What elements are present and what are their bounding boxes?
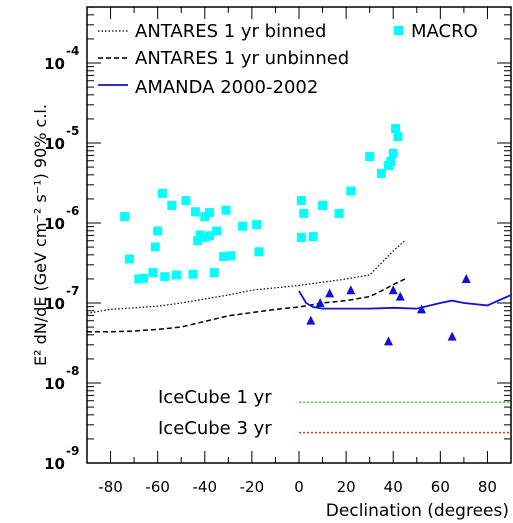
x-tick-labels: -80 -60 -40 -20 0 20 40 60 80 xyxy=(98,478,497,496)
macro-point xyxy=(388,148,398,158)
series-line-1 xyxy=(87,278,406,333)
macro-point xyxy=(376,168,386,178)
macro-point xyxy=(134,274,144,284)
y-tick-label-base: 10 xyxy=(44,455,65,473)
legend-label-macro: MACRO xyxy=(411,21,478,42)
y-tick-label-exp: -8 xyxy=(66,364,79,378)
x-tick-label: 80 xyxy=(478,478,497,496)
legend-swatch-macro xyxy=(394,26,403,35)
macro-point xyxy=(148,268,158,278)
macro-point xyxy=(172,270,182,280)
macro-point xyxy=(393,132,403,142)
triangle-point xyxy=(388,285,398,295)
macro-point xyxy=(200,212,210,222)
macro-point xyxy=(204,231,214,241)
legend-label-antares-unbinned: ANTARES 1 yr unbinned xyxy=(135,48,349,69)
series-line-0 xyxy=(86,240,406,314)
macro-point xyxy=(237,221,247,231)
x-tick-label: -20 xyxy=(240,478,265,496)
macro-point xyxy=(195,230,205,240)
macro-point xyxy=(212,226,222,236)
x-axis-label: Declination (degrees) xyxy=(326,501,509,521)
macro-point xyxy=(346,186,356,196)
macro-point xyxy=(209,268,219,278)
macro-point xyxy=(318,200,328,210)
triangle-point xyxy=(346,285,356,295)
triangle-point xyxy=(416,304,426,314)
y-tick-label-exp: -5 xyxy=(66,124,79,138)
triangle-point xyxy=(306,315,316,325)
legend-label-antares-binned: ANTARES 1 yr binned xyxy=(135,21,326,42)
macro-point xyxy=(386,156,396,166)
x-tick-label: -40 xyxy=(193,478,218,496)
macro-point xyxy=(299,208,309,218)
x-tick-label: 20 xyxy=(337,478,356,496)
macro-point xyxy=(200,232,210,242)
y-tick-label-exp: -6 xyxy=(66,204,79,218)
icecube-3yr-label: IceCube 3 yr xyxy=(158,418,272,439)
x-tick-label: 0 xyxy=(294,478,304,496)
y-axis-label: E² dN/dE (GeV cm⁻² s⁻¹) 90% c.l. xyxy=(31,104,50,366)
macro-point xyxy=(219,252,229,262)
macro-point xyxy=(221,205,231,215)
macro-point xyxy=(334,208,344,218)
legend-label-amanda: AMANDA 2000-2002 xyxy=(135,77,318,98)
y-tick-label-base: 10 xyxy=(44,375,65,393)
macro-point xyxy=(252,220,262,230)
macro-point xyxy=(308,232,318,242)
macro-point xyxy=(181,196,191,206)
triangle-point xyxy=(315,298,325,307)
macro-point xyxy=(139,273,149,283)
macro-point xyxy=(204,208,214,218)
x-tick-label: -60 xyxy=(145,478,170,496)
triangle-point xyxy=(325,288,335,298)
series-line-2 xyxy=(298,290,512,310)
series-layer xyxy=(86,124,512,434)
macro-point xyxy=(296,232,306,242)
macro-point xyxy=(157,188,167,198)
macro-point xyxy=(391,124,401,134)
x-tick-label: 40 xyxy=(384,478,403,496)
y-tick-label-base: 10 xyxy=(44,215,65,233)
y-tick-label-base: 10 xyxy=(44,135,65,153)
macro-point xyxy=(124,254,134,264)
macro-point xyxy=(190,207,200,217)
x-tick-label: 60 xyxy=(431,478,450,496)
x-tick-label: -80 xyxy=(98,478,123,496)
y-tick-label-base: 10 xyxy=(44,295,65,313)
legend: ANTARES 1 yr binned ANTARES 1 yr unbinne… xyxy=(98,21,478,98)
y-tick-label-exp: -7 xyxy=(66,284,79,298)
axis-ticks xyxy=(86,6,512,464)
macro-point xyxy=(167,200,177,210)
triangle-point xyxy=(395,291,405,301)
triangle-point xyxy=(447,331,457,341)
triangle-point xyxy=(461,274,471,283)
y-tick-labels: 10-410-510-610-710-810-9 xyxy=(44,44,79,473)
macro-point xyxy=(365,152,375,162)
macro-point xyxy=(296,196,306,206)
macro-point xyxy=(150,242,160,252)
y-tick-label-exp: -4 xyxy=(66,44,79,58)
macro-point xyxy=(120,212,130,222)
macro-point xyxy=(226,251,236,261)
icecube-1yr-label: IceCube 1 yr xyxy=(158,387,272,408)
macro-point xyxy=(153,226,163,236)
y-tick-label-exp: -9 xyxy=(66,444,79,458)
triangle-point xyxy=(384,336,394,346)
y-tick-label-base: 10 xyxy=(44,55,65,73)
macro-point xyxy=(188,269,198,279)
macro-point xyxy=(193,236,203,246)
macro-point xyxy=(160,272,170,282)
macro-point xyxy=(254,247,264,257)
